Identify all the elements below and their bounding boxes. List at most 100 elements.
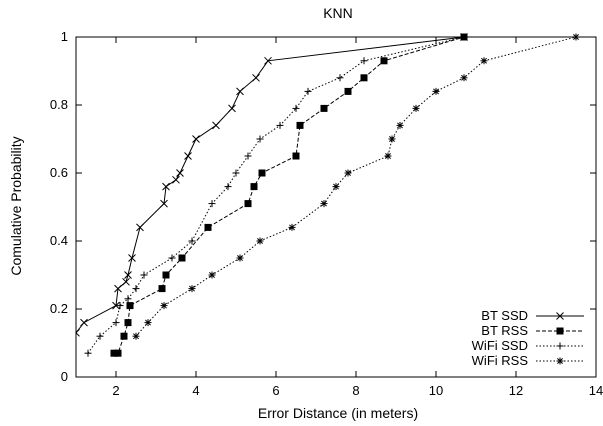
y-tick-label: 0	[61, 369, 68, 384]
x-tick-label: 2	[112, 383, 119, 398]
data-point-wifi-ssd	[360, 57, 368, 65]
data-point-bt-ssd	[252, 73, 260, 82]
data-point-wifi-rss	[188, 285, 196, 293]
data-point-wifi-ssd	[140, 271, 148, 279]
data-point-bt-ssd	[122, 277, 130, 286]
legend-item-wifi-rss: WiFi RSS	[472, 353, 584, 368]
legend-label: BT SSD	[481, 308, 528, 323]
plot-border	[75, 36, 597, 378]
data-point-bt-rss	[126, 302, 134, 310]
data-point-wifi-ssd	[336, 74, 344, 82]
data-point-bt-ssd	[172, 175, 180, 184]
data-point-wifi-ssd	[116, 302, 124, 310]
series-line-wifi-rss	[135, 36, 577, 337]
legend-marker	[556, 327, 564, 335]
data-point-wifi-rss	[256, 237, 264, 245]
data-point-wifi-ssd	[188, 237, 196, 245]
legend-label: WiFi SSD	[472, 338, 528, 353]
series-wifi-rss	[132, 33, 580, 340]
series-line-wifi-ssd	[87, 36, 465, 354]
data-point-bt-ssd	[192, 135, 200, 143]
data-point-bt-ssd	[212, 121, 220, 130]
x-axis-ticks: 2 4 6 8 10 12 14	[112, 37, 603, 398]
data-point-bt-rss	[380, 57, 388, 65]
y-tick-label: 1	[61, 29, 68, 44]
data-point-wifi-ssd	[244, 152, 252, 160]
legend-label: WiFi RSS	[472, 353, 529, 368]
data-point-wifi-ssd	[224, 183, 232, 191]
y-tick-label: 0.6	[50, 165, 68, 180]
data-point-bt-ssd	[176, 169, 184, 177]
legend-item-wifi-ssd: WiFi SSD	[472, 338, 584, 353]
y-tick-label: 0.8	[50, 97, 68, 112]
data-point-wifi-ssd	[232, 169, 240, 177]
data-point-wifi-ssd	[256, 135, 264, 143]
data-point-wifi-rss	[396, 121, 404, 129]
data-point-bt-ssd	[112, 301, 120, 310]
legend-marker	[556, 357, 564, 365]
data-point-wifi-rss	[132, 332, 140, 340]
data-point-wifi-ssd	[292, 104, 300, 112]
data-point-bt-ssd	[124, 271, 132, 279]
data-point-wifi-ssd	[84, 349, 92, 357]
legend-item-bt-rss: BT RSS	[481, 323, 584, 338]
legend-item-bt-ssd: BT SSD	[481, 308, 584, 323]
legend-marker	[556, 342, 564, 350]
data-point-bt-rss	[158, 285, 166, 293]
x-tick-label: 4	[192, 383, 199, 398]
y-axis-ticks: 0 0.2 0.4 0.6 0.8 1	[50, 29, 596, 384]
data-point-bt-rss	[120, 332, 128, 340]
data-point-wifi-rss	[432, 87, 440, 95]
data-point-bt-ssd	[136, 223, 144, 232]
data-point-wifi-rss	[332, 183, 340, 191]
data-point-bt-ssd	[184, 152, 192, 160]
data-point-wifi-ssd	[132, 285, 140, 293]
data-point-wifi-ssd	[112, 319, 120, 327]
legend-marker	[556, 312, 564, 320]
data-point-wifi-rss	[144, 319, 152, 327]
data-point-wifi-ssd	[276, 121, 284, 129]
data-point-bt-rss	[162, 271, 170, 279]
data-point-wifi-rss	[236, 254, 244, 262]
data-point-bt-rss	[250, 183, 258, 191]
series-layer	[76, 33, 580, 357]
data-point-wifi-ssd	[208, 200, 216, 208]
data-point-bt-rss	[110, 349, 118, 357]
data-point-bt-rss	[292, 152, 300, 160]
data-point-bt-ssd	[236, 87, 244, 96]
data-point-bt-rss	[244, 200, 252, 208]
data-point-wifi-rss	[320, 200, 328, 208]
data-point-wifi-rss	[412, 104, 420, 112]
data-point-wifi-ssd	[304, 87, 312, 95]
x-tick-label: 8	[352, 383, 359, 398]
x-tick-label: 6	[272, 383, 279, 398]
y-tick-label: 0.4	[50, 233, 68, 248]
x-tick-label: 10	[429, 383, 443, 398]
data-point-wifi-rss	[388, 135, 396, 143]
data-point-bt-ssd	[128, 254, 136, 262]
data-point-bt-ssd	[114, 284, 122, 293]
data-point-wifi-ssd	[124, 295, 132, 303]
data-point-bt-rss	[344, 87, 352, 95]
data-point-wifi-rss	[572, 33, 580, 41]
data-point-wifi-ssd	[168, 254, 176, 262]
x-axis-title: Error Distance (in meters)	[258, 405, 418, 421]
data-point-bt-ssd	[80, 318, 88, 327]
series-bt-ssd	[76, 33, 468, 337]
data-point-wifi-rss	[480, 57, 488, 65]
data-point-bt-rss	[204, 223, 212, 231]
data-point-wifi-ssd	[460, 33, 468, 41]
data-point-wifi-rss	[288, 223, 296, 231]
data-point-wifi-rss	[384, 152, 392, 160]
data-point-wifi-ssd	[96, 332, 104, 340]
data-point-bt-rss	[258, 169, 266, 177]
data-point-wifi-rss	[460, 74, 468, 82]
data-point-bt-rss	[360, 74, 368, 82]
data-point-bt-rss	[320, 104, 328, 112]
data-point-bt-ssd	[228, 104, 236, 113]
legend-label: BT RSS	[481, 323, 528, 338]
y-axis-title: Comulative Probability	[8, 136, 24, 275]
data-point-bt-rss	[296, 121, 304, 129]
data-point-wifi-rss	[208, 271, 216, 279]
